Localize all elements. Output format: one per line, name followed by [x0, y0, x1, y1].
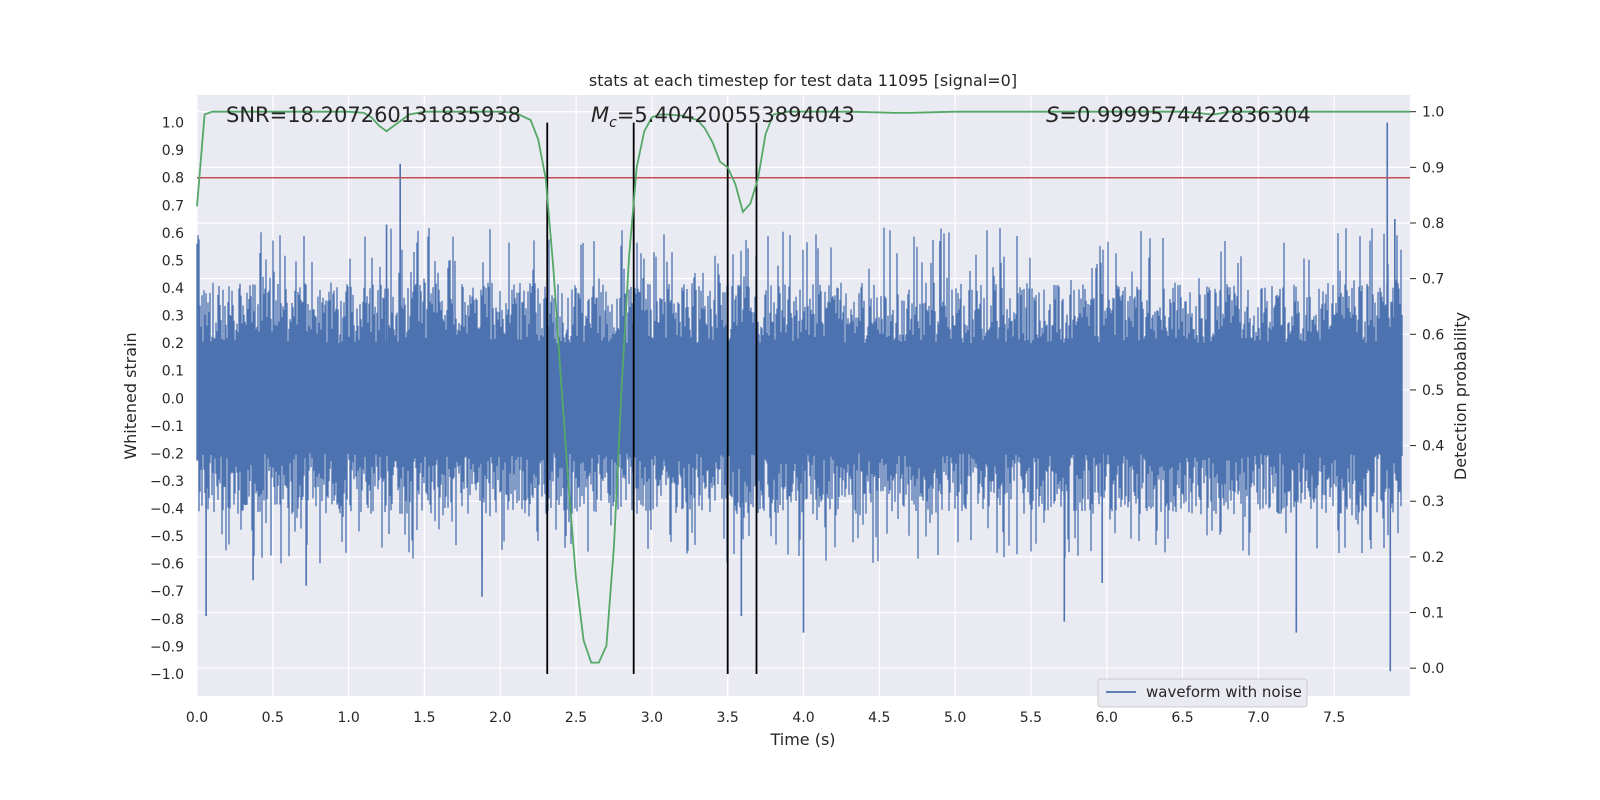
- x-tick-label: 6.5: [1171, 710, 1193, 726]
- y-tick-label: −1.0: [150, 667, 184, 683]
- y-tick-label: 0.8: [162, 171, 184, 187]
- x-tick-label: 0.5: [262, 710, 284, 726]
- y2-axis-label: Detection probability: [1451, 312, 1470, 480]
- y-tick-label: −0.4: [150, 502, 184, 518]
- y-tick-label: 0.7: [162, 198, 184, 214]
- mc-annotation: Mc=5.404200553894043: [591, 103, 855, 131]
- y2-tick-label: 0.1: [1422, 606, 1444, 622]
- chart-title: stats at each timestep for test data 110…: [589, 71, 1017, 90]
- x-axis-ticks: 0.0 0.5 1.0 1.5 2.0 2.5 3.0 3.5 4.0 4.5 5.0 5.5 6.0 6…: [186, 710, 1345, 726]
- vertical-markers: [546, 122, 758, 674]
- y-tick-label: 0.9: [162, 143, 184, 159]
- y-tick-label: −0.6: [150, 557, 184, 573]
- y-tick-label: 1.0: [162, 116, 184, 132]
- y2-tick-label: 0.8: [1422, 216, 1444, 232]
- s-annotation: S=0.9999574422836304: [1046, 103, 1311, 127]
- legend: waveform with noise: [1097, 678, 1308, 708]
- legend-label: waveform with noise: [1146, 683, 1302, 701]
- y2-tick-label: 0.4: [1422, 439, 1444, 455]
- y-tick-label: 0.2: [162, 336, 184, 352]
- mc-symbol: M: [591, 103, 609, 127]
- x-tick-label: 2.0: [489, 710, 511, 726]
- legend-box: [1097, 678, 1308, 708]
- y-tick-label: 0.1: [162, 364, 184, 380]
- y2-tick-label: 0.2: [1422, 550, 1444, 566]
- x-tick-label: 3.0: [641, 710, 663, 726]
- waveform-series: [196, 122, 1403, 672]
- y-axis-ticks: 1.0 0.9 0.8 0.7 0.6 0.5 0.4 0.3 0.2 0.1 0.0 −0.1 −0.…: [150, 116, 184, 683]
- y2-tick-label: 0.0: [1422, 661, 1444, 677]
- x-tick-label: 7.5: [1323, 710, 1345, 726]
- x-tick-label: 4.5: [868, 710, 890, 726]
- s-value: =0.9999574422836304: [1059, 103, 1310, 127]
- y-tick-label: −0.1: [150, 419, 184, 435]
- y-tick-label: −0.5: [150, 529, 184, 545]
- y-tick-label: 0.3: [162, 309, 184, 325]
- y2-tick-label: 0.3: [1422, 494, 1444, 510]
- y-tick-label: 0.6: [162, 226, 184, 242]
- x-tick-label: 4.0: [792, 710, 814, 726]
- y-tick-label: 0.4: [162, 281, 184, 297]
- y-tick-label: −0.7: [150, 584, 184, 600]
- snr-annotation: SNR=18.207260131835938: [226, 103, 521, 127]
- detection-probability-line: [196, 110, 1410, 664]
- y-tick-label: −0.3: [150, 474, 184, 490]
- x-tick-label: 5.0: [944, 710, 966, 726]
- x-tick-label: 1.5: [413, 710, 435, 726]
- x-tick-label: 7.0: [1247, 710, 1269, 726]
- y-tick-label: −0.2: [150, 446, 184, 462]
- y-tick-label: −0.9: [150, 639, 184, 655]
- y-axis-label: Whitened strain: [121, 332, 140, 459]
- x-tick-label: 6.0: [1096, 710, 1118, 726]
- y2-tick-label: 0.9: [1422, 160, 1444, 176]
- y-tick-label: 0.0: [162, 391, 184, 407]
- y2-tick-label: 0.5: [1422, 383, 1444, 399]
- y2-tick-label: 1.0: [1422, 105, 1444, 121]
- x-tick-label: 5.5: [1020, 710, 1042, 726]
- y2-axis-ticks: 1.0 0.9 0.8 0.7 0.6 0.5 0.4 0.3 0.2 0.1 0.0: [1410, 105, 1444, 677]
- y-tick-label: 0.5: [162, 253, 184, 269]
- mc-value: =5.404200553894043: [617, 103, 855, 127]
- mc-subscript: c: [609, 115, 617, 131]
- x-axis-label: Time (s): [769, 730, 835, 749]
- x-tick-label: 3.5: [717, 710, 739, 726]
- y2-tick-label: 0.6: [1422, 327, 1444, 343]
- x-tick-label: 1.0: [337, 710, 359, 726]
- y-tick-label: −0.8: [150, 612, 184, 628]
- waveform-trace: [196, 227, 1403, 564]
- x-tick-label: 2.5: [565, 710, 587, 726]
- y2-tick-label: 0.7: [1422, 272, 1444, 288]
- s-symbol: S: [1046, 103, 1059, 127]
- x-tick-label: 0.0: [186, 710, 208, 726]
